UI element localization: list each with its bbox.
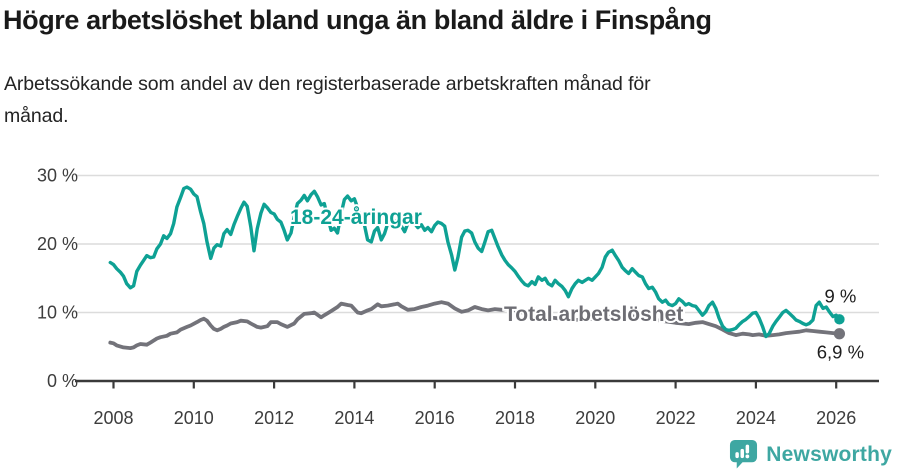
newsworthy-wordmark: Newsworthy: [766, 442, 892, 466]
y-axis-label-30: 30 %: [37, 166, 78, 186]
x-axis-label-2018: 2018: [495, 408, 535, 428]
series-end-dot-total: [833, 328, 846, 340]
series-end-value-label-total: 6,9 %: [817, 342, 864, 363]
series-label-youth: 18-24-åringar: [290, 206, 422, 229]
x-axis-label-2026: 2026: [816, 408, 856, 428]
series-line-youth: [108, 185, 842, 339]
chart-subtitle-line-1: Arbetssökande som andel av den registerb…: [4, 73, 651, 95]
chart-title: Högre arbetslöshet bland unga än bland ä…: [3, 5, 712, 35]
x-axis-label-2020: 2020: [575, 408, 615, 428]
x-axis-label-2014: 2014: [334, 408, 374, 428]
x-axis-label-2008: 2008: [93, 408, 133, 428]
newsworthy-bubble-barchart-icon: [730, 440, 758, 469]
newsworthy-logo[interactable]: Newsworthy: [729, 439, 892, 470]
series-label-total: Total arbetslöshet: [504, 303, 683, 326]
x-axis-label-2024: 2024: [736, 408, 776, 428]
x-axis-label-2010: 2010: [174, 408, 214, 428]
series-end-dot-youth: [834, 314, 845, 325]
chart-subtitle: Arbetssökande som andel av den registerb…: [4, 68, 844, 132]
x-axis-label-2012: 2012: [254, 408, 294, 428]
x-axis-label-2016: 2016: [415, 408, 455, 428]
y-axis-label-10: 10 %: [37, 303, 78, 323]
series-line-total: [108, 300, 842, 351]
series-end-value-label-youth: 9 %: [824, 285, 856, 306]
chart-subtitle-line-2: månad.: [4, 105, 69, 127]
y-axis-label-0: 0 %: [47, 371, 78, 391]
x-axis-label-2022: 2022: [656, 408, 696, 428]
y-axis-label-20: 20 %: [37, 234, 78, 254]
